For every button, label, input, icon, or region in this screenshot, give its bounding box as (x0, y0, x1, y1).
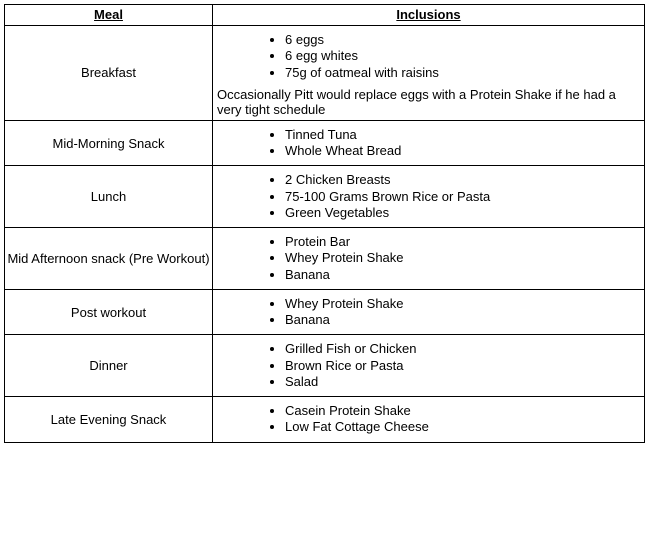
inclusions-item: Green Vegetables (285, 205, 644, 221)
table-row: Mid Afternoon snack (Pre Workout)Protein… (5, 228, 645, 290)
meal-name-cell: Post workout (5, 289, 213, 335)
inclusions-item: Grilled Fish or Chicken (285, 341, 644, 357)
inclusions-cell: 2 Chicken Breasts75-100 Grams Brown Rice… (213, 166, 645, 228)
inclusions-item: 6 egg whites (285, 48, 644, 64)
inclusions-item: 75-100 Grams Brown Rice or Pasta (285, 189, 644, 205)
inclusions-item: 75g of oatmeal with raisins (285, 65, 644, 81)
inclusions-item: 6 eggs (285, 32, 644, 48)
table-header-row: Meal Inclusions (5, 5, 645, 26)
inclusions-item: Tinned Tuna (285, 127, 644, 143)
table-row: Mid-Morning SnackTinned TunaWhole Wheat … (5, 120, 645, 166)
inclusions-item: Brown Rice or Pasta (285, 358, 644, 374)
inclusions-item: Whole Wheat Bread (285, 143, 644, 159)
table-row: Breakfast6 eggs6 egg whites75g of oatmea… (5, 26, 645, 121)
inclusions-cell: Whey Protein ShakeBanana (213, 289, 645, 335)
inclusions-item: Low Fat Cottage Cheese (285, 419, 644, 435)
meal-name-cell: Breakfast (5, 26, 213, 121)
inclusions-list: Protein BarWhey Protein ShakeBanana (213, 234, 644, 283)
inclusions-cell: Protein BarWhey Protein ShakeBanana (213, 228, 645, 290)
inclusions-item: Casein Protein Shake (285, 403, 644, 419)
inclusions-item: Protein Bar (285, 234, 644, 250)
inclusions-item: Banana (285, 312, 644, 328)
table-row: Post workoutWhey Protein ShakeBanana (5, 289, 645, 335)
inclusions-note: Occasionally Pitt would replace eggs wit… (217, 87, 640, 118)
meal-plan-table: Meal Inclusions Breakfast6 eggs6 egg whi… (4, 4, 645, 443)
inclusions-item: Salad (285, 374, 644, 390)
table-row: DinnerGrilled Fish or ChickenBrown Rice … (5, 335, 645, 397)
inclusions-item: Banana (285, 267, 644, 283)
header-inclusions: Inclusions (213, 5, 645, 26)
table-body: Breakfast6 eggs6 egg whites75g of oatmea… (5, 26, 645, 443)
inclusions-item: Whey Protein Shake (285, 250, 644, 266)
inclusions-item: Whey Protein Shake (285, 296, 644, 312)
meal-name-cell: Lunch (5, 166, 213, 228)
inclusions-list: Tinned TunaWhole Wheat Bread (213, 127, 644, 160)
meal-name-cell: Mid-Morning Snack (5, 120, 213, 166)
inclusions-list: Casein Protein ShakeLow Fat Cottage Chee… (213, 403, 644, 436)
inclusions-cell: Casein Protein ShakeLow Fat Cottage Chee… (213, 397, 645, 443)
inclusions-list: 6 eggs6 egg whites75g of oatmeal with ra… (213, 32, 644, 81)
inclusions-list: Grilled Fish or ChickenBrown Rice or Pas… (213, 341, 644, 390)
inclusions-cell: Tinned TunaWhole Wheat Bread (213, 120, 645, 166)
inclusions-item: 2 Chicken Breasts (285, 172, 644, 188)
meal-name-cell: Mid Afternoon snack (Pre Workout) (5, 228, 213, 290)
table-row: Lunch2 Chicken Breasts75-100 Grams Brown… (5, 166, 645, 228)
header-meal: Meal (5, 5, 213, 26)
inclusions-list: Whey Protein ShakeBanana (213, 296, 644, 329)
meal-name-cell: Late Evening Snack (5, 397, 213, 443)
inclusions-cell: 6 eggs6 egg whites75g of oatmeal with ra… (213, 26, 645, 121)
inclusions-list: 2 Chicken Breasts75-100 Grams Brown Rice… (213, 172, 644, 221)
meal-name-cell: Dinner (5, 335, 213, 397)
table-row: Late Evening SnackCasein Protein ShakeLo… (5, 397, 645, 443)
inclusions-cell: Grilled Fish or ChickenBrown Rice or Pas… (213, 335, 645, 397)
